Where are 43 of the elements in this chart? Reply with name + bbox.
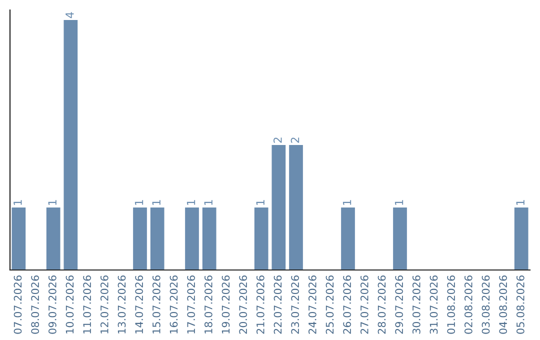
x-tick-label: 17.07.2026: [187, 276, 196, 334]
data-label: 1: [394, 200, 404, 205]
x-tick-label: 13.07.2026: [118, 276, 126, 334]
x-tick-label: 09.07.2026: [48, 276, 56, 334]
x-tick-label: 10.07.2026: [66, 276, 74, 334]
x-tick-label: 31.07.2026: [430, 276, 438, 334]
x-tick-label: 21.07.2026: [256, 276, 264, 334]
data-label: 1: [186, 200, 196, 205]
x-tick-label: 19.07.2026: [222, 276, 230, 334]
data-label: 4: [66, 12, 74, 18]
x-tick-label: 24.07.2026: [308, 276, 316, 334]
data-label: 1: [204, 200, 212, 205]
x-tick-label: 04.08.2026: [499, 276, 508, 334]
data-label: 1: [516, 200, 524, 205]
x-tick-label: 22.07.2026: [274, 276, 282, 334]
x-tick-label: 08.07.2026: [31, 276, 40, 334]
x-tick-label: 05.08.2026: [516, 276, 524, 334]
x-tick-label: 28.07.2026: [378, 276, 386, 334]
data-label: 1: [256, 200, 264, 205]
x-tick-label: 27.07.2026: [360, 276, 368, 334]
x-tick-label: 07.07.2026: [14, 276, 22, 334]
x-tick-label: 18.07.2026: [204, 276, 212, 334]
x-tick-label: 26.07.2026: [343, 276, 352, 334]
data-label: 1: [152, 200, 160, 205]
x-tick-label: 30.07.2026: [412, 276, 420, 334]
data-label: 1: [14, 200, 22, 205]
data-label: 2: [273, 138, 282, 143]
x-tick-label: 16.07.2026: [170, 276, 178, 334]
data-label: 2: [290, 138, 300, 143]
x-tick-label: 12.07.2026: [100, 276, 108, 334]
x-tick-label: 23.07.2026: [291, 276, 300, 334]
x-tick-label: 03.08.2026: [482, 276, 490, 334]
x-tick-label: 02.08.2026: [464, 276, 472, 334]
x-tick-label: 11.07.2026: [83, 276, 92, 334]
data-label: 1: [48, 200, 56, 205]
x-tick-label: 14.07.2026: [135, 276, 144, 334]
x-tick-label: 20.07.2026: [239, 276, 248, 334]
x-tick-label: 25.07.2026: [326, 276, 334, 334]
data-label: 1: [342, 200, 352, 205]
data-label: 1: [134, 200, 144, 205]
x-tick-label: 29.07.2026: [395, 276, 404, 334]
x-tick-label: 01.08.2026: [447, 276, 456, 334]
x-tick-label: 15.07.2026: [152, 276, 160, 334]
